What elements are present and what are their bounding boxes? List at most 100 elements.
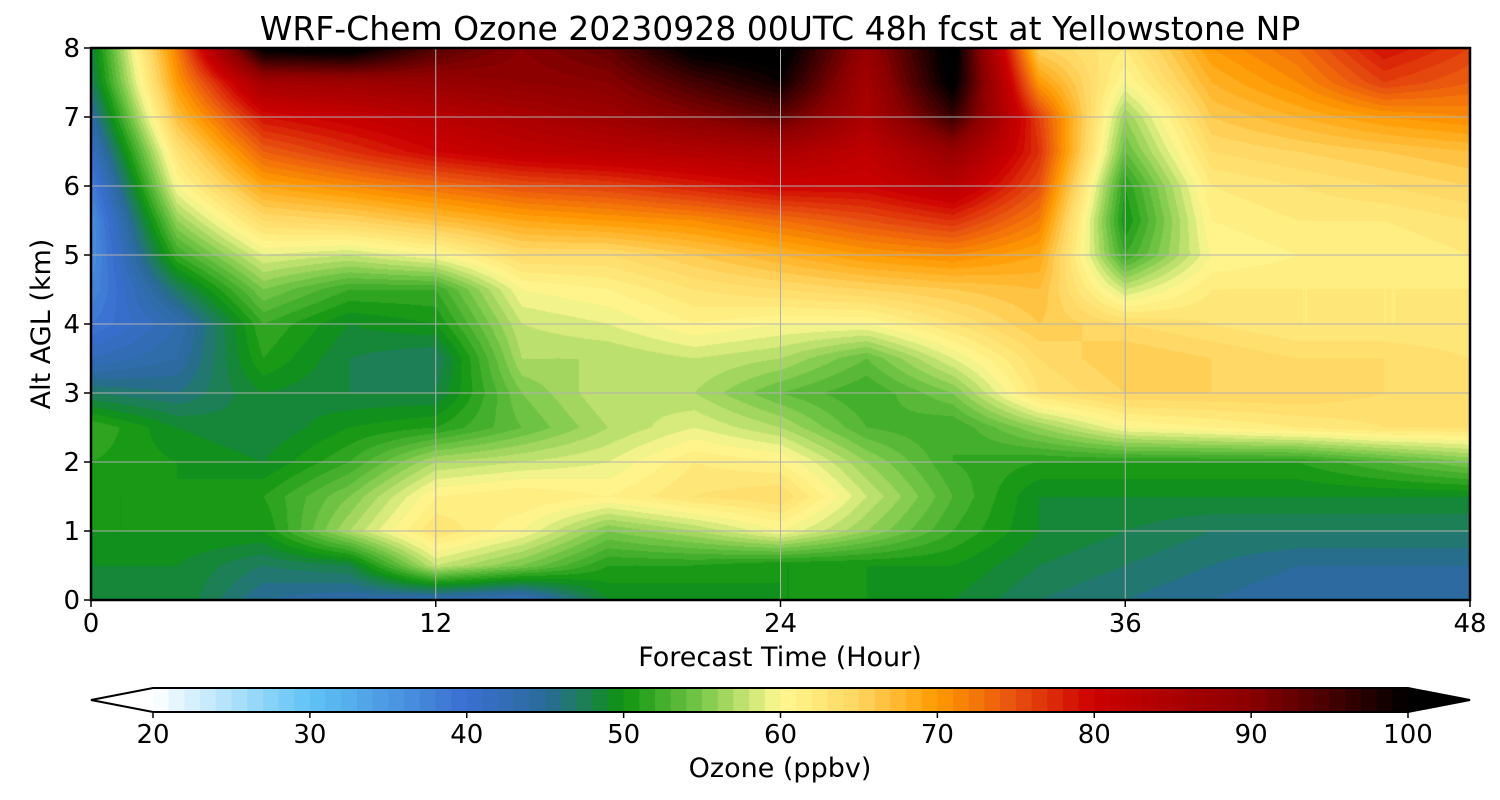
y-tick-label: 7: [63, 103, 80, 133]
x-axis-label: Forecast Time (Hour): [638, 642, 922, 673]
colorbar-segment: [796, 688, 813, 712]
x-tick-label: 0: [83, 609, 100, 639]
colorbar-label: Ozone (ppbv): [689, 753, 872, 784]
colorbar-segment: [498, 688, 515, 712]
colorbar-segment: [1109, 688, 1127, 712]
colorbar-segment: [1141, 688, 1158, 712]
colorbar-tick-label: 40: [450, 720, 483, 750]
colorbar-segment: [623, 688, 640, 712]
colorbar: [90, 687, 1471, 713]
colorbar-segment: [325, 688, 342, 712]
colorbar-segment: [435, 688, 452, 712]
colorbar-segment: [184, 688, 201, 712]
colorbar-segment: [1251, 688, 1268, 712]
colorbar-segment: [827, 688, 844, 712]
colorbar-segment: [341, 688, 358, 712]
colorbar-segment: [1235, 688, 1252, 712]
colorbar-segment: [749, 688, 766, 712]
colorbar-segment: [592, 688, 609, 712]
colorbar-segment: [702, 688, 719, 712]
colorbar-segment: [529, 688, 546, 712]
colorbar-segment: [1329, 688, 1346, 712]
colorbar-segment: [1094, 688, 1111, 712]
colorbar-segment: [874, 688, 891, 712]
colorbar-segment: [404, 688, 421, 712]
x-tick-label: 48: [1453, 609, 1486, 639]
colorbar-segment: [733, 688, 750, 712]
colorbar-segment: [388, 688, 405, 712]
colorbar-segment: [262, 688, 280, 712]
colorbar-ticks: 20 30 40 50 60 70 80 90 100: [136, 712, 1433, 750]
colorbar-tick-label: 50: [607, 720, 640, 750]
colorbar-segment: [968, 688, 986, 712]
colorbar-segment: [858, 688, 876, 712]
grid-lines: [91, 48, 1470, 600]
colorbar-segment: [921, 688, 938, 712]
colorbar-segment: [1125, 688, 1142, 712]
colorbar-segment: [482, 688, 499, 712]
colorbar-segment: [1031, 688, 1048, 712]
y-tick-label: 3: [63, 379, 80, 409]
y-axis-label: Alt AGL (km): [26, 239, 57, 410]
colorbar-segment: [1015, 688, 1033, 712]
colorbar-segment: [1282, 688, 1299, 712]
colorbar-segment: [717, 688, 735, 712]
colorbar-tick-label: 90: [1235, 720, 1268, 750]
colorbar-segment: [560, 688, 578, 712]
colorbar-segment: [890, 688, 907, 712]
colorbar-segment: [780, 688, 797, 712]
colorbar-segment: [1188, 688, 1205, 712]
colorbar-segment: [294, 688, 311, 712]
colorbar-segment: [356, 688, 374, 712]
colorbar-segment: [953, 688, 970, 712]
y-tick-label: 4: [63, 310, 80, 340]
colorbar-segment: [231, 688, 248, 712]
colorbar-segment: [247, 688, 264, 712]
colorbar-segment: [906, 688, 923, 712]
y-tick-label: 0: [63, 586, 80, 616]
plot-area: [89, 46, 1472, 602]
y-tick-label: 2: [63, 448, 80, 478]
colorbar-tick-label: 80: [1078, 720, 1111, 750]
colorbar-segment: [513, 688, 531, 712]
chart-title: WRF-Chem Ozone 20230928 00UTC 48h fcst a…: [260, 9, 1301, 48]
colorbar-segment: [419, 688, 436, 712]
colorbar-segment: [764, 688, 782, 712]
y-axis-ticks: 0 1 2 3 4 5 6 7 8: [63, 34, 91, 616]
colorbar-segment: [1078, 688, 1095, 712]
colorbar-segment: [466, 688, 484, 712]
colorbar-segment: [215, 688, 233, 712]
x-tick-label: 36: [1109, 609, 1142, 639]
colorbar-segment: [1313, 688, 1331, 712]
colorbar-segment: [200, 688, 217, 712]
colorbar-segment: [153, 688, 170, 712]
colorbar-tick-label: 60: [764, 720, 797, 750]
colorbar-tick-label: 70: [921, 720, 954, 750]
colorbar-segment: [1376, 688, 1393, 712]
colorbar-segment: [278, 688, 295, 712]
colorbar-segment: [451, 688, 468, 712]
colorbar-segment: [1157, 688, 1174, 712]
colorbar-segment: [545, 688, 562, 712]
colorbar-tick-label: 20: [136, 720, 169, 750]
colorbar-segment: [811, 688, 829, 712]
colorbar-tick-label: 30: [293, 720, 326, 750]
colorbar-segment: [372, 688, 389, 712]
colorbar-segment: [1172, 688, 1189, 712]
colorbar-segment: [639, 688, 656, 712]
colorbar-segment: [1298, 688, 1315, 712]
colorbar-segment: [1360, 688, 1378, 712]
colorbar-low-extend: [91, 688, 154, 712]
y-tick-label: 5: [63, 241, 80, 271]
colorbar-segment: [1000, 688, 1017, 712]
colorbar-segment: [168, 688, 185, 712]
colorbar-segment: [1392, 688, 1409, 712]
colorbar-segment: [576, 688, 593, 712]
x-tick-label: 24: [764, 609, 797, 639]
colorbar-segment: [843, 688, 860, 712]
x-axis-ticks: 0 12 24 36 48: [83, 600, 1487, 639]
colorbar-segment: [984, 688, 1001, 712]
colorbar-segment: [1345, 688, 1362, 712]
colorbar-segment: [1219, 688, 1237, 712]
